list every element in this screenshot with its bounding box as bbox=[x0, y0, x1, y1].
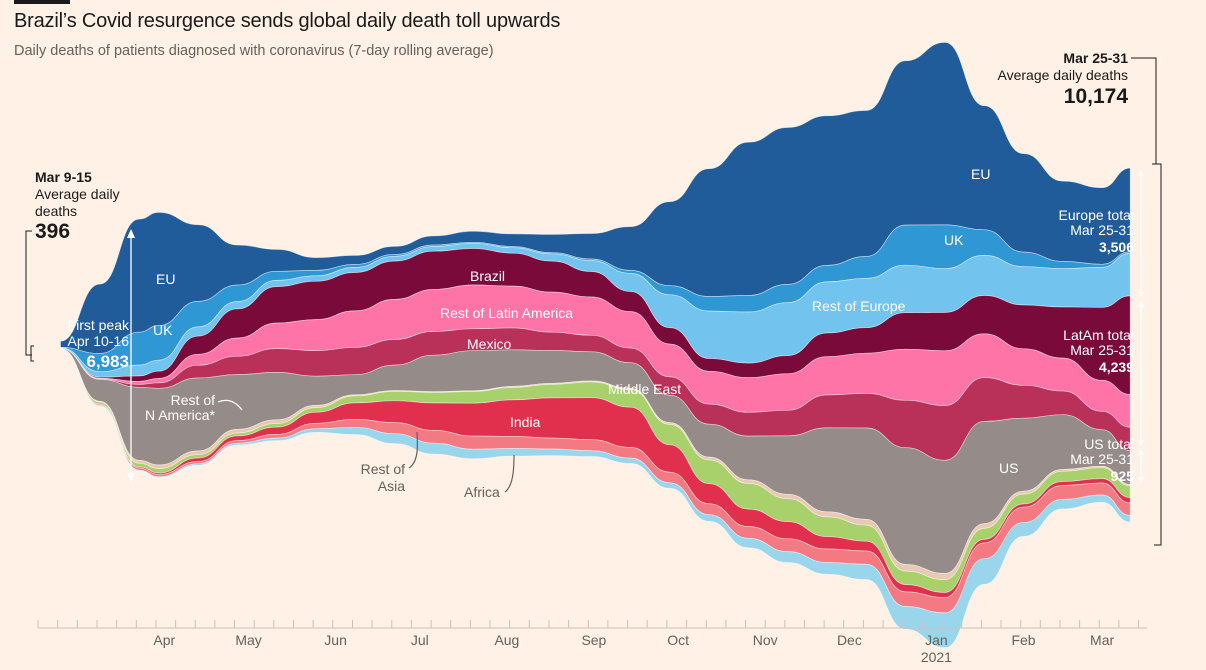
start-label-2: deaths bbox=[35, 203, 77, 219]
x-tick-label: Sep bbox=[581, 632, 606, 648]
label-uk-right: UK bbox=[944, 232, 964, 248]
eu-total-value: 3,506 bbox=[1099, 239, 1134, 255]
first-peak-annotation: First peak Apr 10-16 6,983 bbox=[68, 229, 135, 482]
x-axis: Apr May Jun Jul Aug Sep Oct Nov Dec Jan Feb Mar 2021 bbox=[37, 620, 1147, 665]
leader-lines bbox=[217, 399, 515, 493]
label-eu-right: EU bbox=[971, 166, 990, 182]
label-africa: Africa bbox=[464, 484, 500, 500]
end-date: Mar 25-31 bbox=[1063, 50, 1128, 66]
leader-rest-n-america bbox=[217, 399, 243, 411]
us-total-arrow-bottom bbox=[1138, 477, 1144, 483]
latam-total-arrow-bottom bbox=[1138, 440, 1144, 446]
label-rest-asia-2: Asia bbox=[378, 478, 405, 494]
us-total-label-2: Mar 25-31 bbox=[1070, 451, 1134, 467]
x-tick-label: Aug bbox=[494, 632, 519, 648]
peak-arrow-bottom bbox=[127, 473, 135, 482]
x-tick-label: Oct bbox=[667, 632, 689, 648]
start-annotation: Mar 9-15 Average daily deaths 396 bbox=[25, 169, 120, 362]
x-tick-label: Dec bbox=[837, 632, 862, 648]
leader-africa bbox=[504, 454, 515, 493]
x-tick-label: Mar bbox=[1090, 632, 1114, 648]
x-year-label: 2021 bbox=[921, 649, 952, 665]
eu-total-arrow-bottom bbox=[1138, 292, 1144, 298]
x-tick-label: Jun bbox=[324, 632, 347, 648]
latam-total-label-1: LatAm total bbox=[1063, 327, 1134, 343]
label-mexico: Mexico bbox=[467, 336, 512, 352]
start-label-1: Average daily bbox=[35, 186, 120, 202]
label-rest-n-america-1: Rest of bbox=[171, 392, 215, 408]
leader-rest-asia bbox=[408, 431, 419, 469]
right-totals: Europe total Mar 25-31 3,506 LatAm total… bbox=[1059, 170, 1144, 484]
x-tick-label: Apr bbox=[153, 632, 175, 648]
eu-total-label-2: Mar 25-31 bbox=[1070, 222, 1134, 238]
eu-total-arrow-top bbox=[1138, 170, 1144, 176]
us-total-label-1: US total bbox=[1084, 436, 1134, 452]
chart-title: Brazil’s Covid resurgence sends global d… bbox=[14, 10, 561, 32]
end-bracket-bottom bbox=[1152, 163, 1162, 546]
us-total-arrow-top bbox=[1138, 449, 1144, 455]
start-date: Mar 9-15 bbox=[35, 169, 92, 185]
peak-label-2: Apr 10-16 bbox=[68, 333, 130, 349]
stream-africa bbox=[60, 348, 1131, 648]
x-tick-label: Nov bbox=[753, 632, 778, 648]
label-rest-europe: Rest of Europe bbox=[812, 298, 906, 314]
end-annotation: Mar 25-31 Average daily deaths 10,174 bbox=[998, 50, 1162, 546]
label-rest-latam: Rest of Latin America bbox=[440, 305, 573, 321]
label-middle-east: Middle East bbox=[608, 381, 681, 397]
brand-bar bbox=[14, 0, 70, 4]
end-bracket bbox=[1131, 57, 1157, 165]
peak-value: 6,983 bbox=[86, 352, 129, 371]
x-tick-label: Feb bbox=[1011, 632, 1035, 648]
start-bracket-tip bbox=[30, 345, 34, 362]
start-bracket bbox=[25, 230, 32, 356]
stream-labels: EU EU UK UK Rest of Europe Brazil Rest o… bbox=[153, 166, 1018, 476]
x-tick-label: Jul bbox=[411, 632, 429, 648]
x-tick-label: May bbox=[235, 632, 261, 648]
x-tick-label: Jan bbox=[925, 632, 948, 648]
stream-layers bbox=[60, 42, 1131, 648]
peak-arrow-top bbox=[127, 229, 135, 238]
label-brazil: Brazil bbox=[470, 268, 505, 284]
label-us: US bbox=[999, 460, 1018, 476]
label-rest-asia-1: Rest of bbox=[361, 461, 405, 477]
label-rest-n-america-2: N America* bbox=[145, 407, 216, 423]
callout-labels: Rest of N America* Rest of Asia Africa bbox=[145, 392, 500, 500]
peak-label-1: First peak bbox=[68, 317, 130, 333]
latam-total-value: 4,239 bbox=[1099, 359, 1134, 375]
end-label: Average daily deaths bbox=[998, 67, 1129, 83]
end-value: 10,174 bbox=[1064, 85, 1129, 108]
label-uk-left: UK bbox=[153, 322, 173, 338]
eu-total-label-1: Europe total bbox=[1059, 207, 1135, 223]
label-india: India bbox=[510, 414, 541, 430]
label-eu-left: EU bbox=[156, 271, 175, 287]
chart-subtitle: Daily deaths of patients diagnosed with … bbox=[14, 43, 494, 59]
latam-total-arrow-top bbox=[1138, 301, 1144, 307]
start-value: 396 bbox=[35, 220, 70, 243]
us-total-value: 925 bbox=[1111, 468, 1135, 484]
latam-total-label-2: Mar 25-31 bbox=[1070, 342, 1134, 358]
